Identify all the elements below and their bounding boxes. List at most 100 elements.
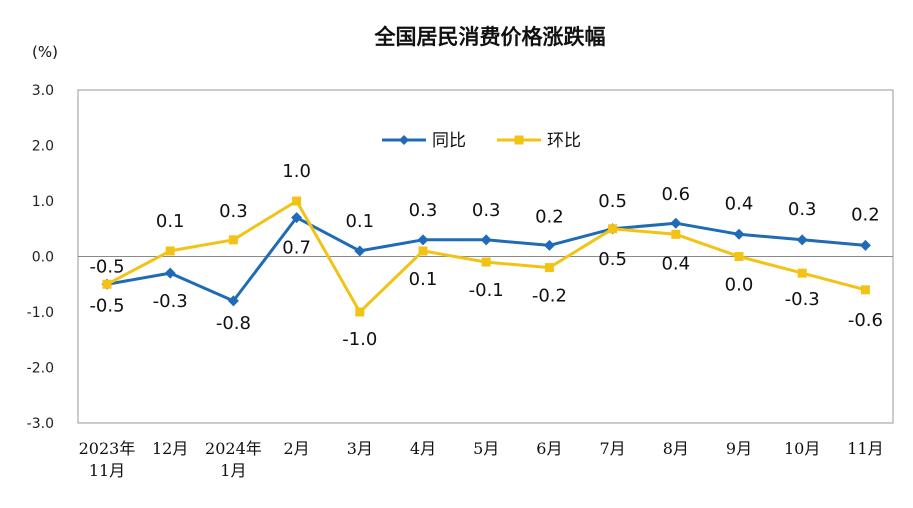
x-tick-label: 4月 <box>410 439 436 458</box>
data-label: 0.4 <box>661 253 690 274</box>
legend-item: 环比 <box>497 131 581 151</box>
x-tick-line: 2月 <box>284 439 310 458</box>
data-point-marker <box>859 239 871 251</box>
x-tick-label: 12月 <box>152 439 188 458</box>
data-point-marker <box>733 228 745 240</box>
data-label: 0.0 <box>725 275 754 296</box>
series-mom <box>102 196 870 317</box>
x-tick-label: 8月 <box>663 439 689 458</box>
x-tick-label: 6月 <box>536 439 562 458</box>
x-tick-line: 7月 <box>600 439 626 458</box>
data-point-marker <box>543 239 555 251</box>
x-tick-label: 5月 <box>473 439 499 458</box>
y-axis: 3.0 2.0 1.0 0.0 -1.0 -2.0 -3.0 <box>27 83 54 432</box>
data-point-marker <box>165 246 175 256</box>
data-point-marker <box>102 279 112 289</box>
data-point-marker <box>796 234 808 246</box>
data-label: -0.5 <box>89 256 124 277</box>
data-point-marker <box>860 285 870 295</box>
y-tick-label: 0.0 <box>32 250 54 266</box>
series-layer <box>101 196 871 317</box>
legend-label: 同比 <box>432 131 466 151</box>
chart-title: 全国居民消费价格涨跌幅 <box>374 25 606 49</box>
data-point-marker <box>481 257 491 267</box>
data-label: -0.8 <box>216 313 251 334</box>
data-point-marker <box>734 252 744 261</box>
data-point-marker <box>417 234 429 246</box>
x-tick-line: 12月 <box>152 439 188 458</box>
x-tick-line: 4月 <box>410 439 436 458</box>
y-tick-label: -1.0 <box>27 305 54 321</box>
data-label: 0.7 <box>282 238 311 259</box>
x-tick-line: 2023年 <box>79 439 136 458</box>
data-point-marker <box>544 263 554 273</box>
y-tick-label: 3.0 <box>32 83 54 99</box>
data-label: 0.5 <box>598 191 627 212</box>
data-point-marker <box>292 196 302 206</box>
x-tick-line: 10月 <box>784 439 820 458</box>
data-label: 0.2 <box>851 204 880 225</box>
x-tick-line: 6月 <box>536 439 562 458</box>
data-point-marker <box>670 217 682 229</box>
legend-item: 同比 <box>382 131 466 151</box>
x-tick-label: 9月 <box>726 439 752 458</box>
data-label: 0.3 <box>219 201 248 222</box>
x-tick-line: 8月 <box>663 439 689 458</box>
data-point-marker <box>608 224 618 234</box>
data-point-marker <box>227 295 239 307</box>
data-label: -0.6 <box>848 310 883 331</box>
data-label: 0.2 <box>535 206 564 227</box>
x-tick-label: 10月 <box>784 439 820 458</box>
data-label: 1.0 <box>282 161 311 182</box>
legend-label: 环比 <box>547 131 581 151</box>
data-label: 0.3 <box>472 200 501 221</box>
y-tick-label: -3.0 <box>27 416 54 432</box>
y-tick-label: 2.0 <box>32 139 54 155</box>
data-point-marker <box>228 235 238 245</box>
data-point-marker <box>418 246 428 256</box>
data-point-marker <box>480 234 492 246</box>
data-point-marker <box>355 307 365 317</box>
data-label: -0.5 <box>89 295 124 316</box>
data-labels: -0.5 -0.3 -0.8 0.7 0.1 0.3 0.3 0.2 0.5 0.6 0.4 0.3 0… <box>89 161 883 350</box>
x-tick-label: 2024年 1月 <box>205 439 262 480</box>
x-tick-line: 2024年 <box>205 439 262 458</box>
data-label: 0.3 <box>409 200 438 221</box>
legend-marker <box>399 135 409 145</box>
x-tick-line: 11月 <box>847 439 883 458</box>
x-tick-label: 11月 <box>847 439 883 458</box>
data-label: 0.4 <box>725 193 754 214</box>
legend: 同比 环比 <box>382 131 581 151</box>
x-tick-label: 2023年 11月 <box>79 439 136 480</box>
data-label: -0.1 <box>469 280 504 301</box>
x-tick-label: 7月 <box>600 439 626 458</box>
data-label: -0.3 <box>785 289 820 310</box>
x-axis: 2023年 11月 12月 2024年 1月 2月 3月 4月 5月 6月 7月 8月 9月 10月 11月 <box>79 439 884 480</box>
unit-label: (%) <box>32 43 58 61</box>
data-point-marker <box>354 245 366 257</box>
data-point-marker <box>291 212 303 224</box>
data-label: 0.1 <box>345 211 374 232</box>
data-label: -1.0 <box>342 329 377 350</box>
x-tick-label: 2月 <box>284 439 310 458</box>
data-label: -0.3 <box>153 291 188 312</box>
data-label: 0.3 <box>788 199 817 220</box>
data-point-marker <box>797 268 807 278</box>
data-label: 0.1 <box>156 211 185 232</box>
x-tick-line: 11月 <box>89 461 125 480</box>
x-tick-line: 9月 <box>726 439 752 458</box>
data-label: 0.5 <box>598 249 627 270</box>
data-label: 0.1 <box>409 269 438 290</box>
x-tick-line: 3月 <box>347 439 373 458</box>
data-point-marker <box>671 229 681 239</box>
x-tick-label: 3月 <box>347 439 373 458</box>
legend-marker <box>514 135 524 145</box>
data-point-marker <box>164 267 176 279</box>
y-tick-label: -2.0 <box>27 361 54 377</box>
y-tick-label: 1.0 <box>32 194 54 210</box>
data-label: -0.2 <box>532 286 567 307</box>
x-tick-line: 1月 <box>220 461 246 480</box>
data-label: 0.6 <box>661 184 690 205</box>
